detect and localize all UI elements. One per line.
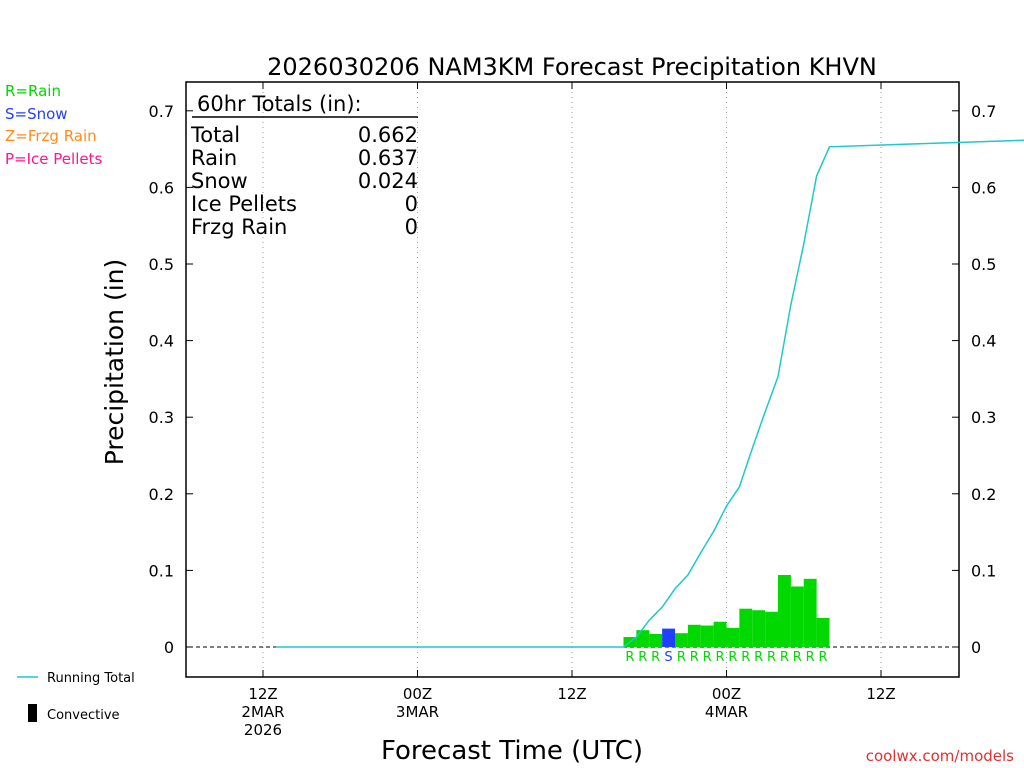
precip-type-legend: R=Rain S=Snow Z=Frzg Rain P=Ice Pellets bbox=[5, 82, 102, 168]
y-tick-label-right: 0.5 bbox=[971, 255, 996, 274]
y-axis-label: Precipitation (in) bbox=[100, 259, 129, 466]
precip-type-label: R bbox=[625, 650, 634, 665]
precip-type-label: R bbox=[690, 650, 699, 665]
precip-bar bbox=[803, 578, 817, 647]
totals-value-frzg-rain: 0 bbox=[405, 215, 418, 239]
precip-type-label: R bbox=[716, 650, 725, 665]
precip-type-label: R bbox=[728, 650, 737, 665]
precip-bar bbox=[700, 625, 714, 647]
y-tick-label-right: 0 bbox=[971, 638, 981, 657]
precip-type-label: S bbox=[664, 650, 672, 665]
precip-bar bbox=[726, 627, 740, 647]
legend-convective: Convective bbox=[47, 708, 120, 723]
y-tick-label-left: 0.1 bbox=[149, 561, 174, 580]
grid-layer bbox=[196, 82, 949, 677]
precip-type-label: R bbox=[754, 650, 763, 665]
precip-type-label: R bbox=[780, 650, 789, 665]
y-tick-label-right: 0.4 bbox=[971, 332, 996, 351]
precip-type-label: R bbox=[806, 650, 815, 665]
precip-bar bbox=[662, 628, 675, 647]
precip-bar bbox=[713, 621, 727, 647]
series-legend: Running Total Convective bbox=[17, 671, 135, 723]
totals-value-rain: 0.637 bbox=[358, 146, 418, 170]
precip-bar bbox=[765, 611, 778, 647]
x-tick-label: 4MAR bbox=[705, 703, 748, 721]
x-tick-label: 00Z bbox=[712, 685, 741, 703]
x-tick-label: 2026 bbox=[244, 721, 282, 739]
y-tick-label-left: 0.3 bbox=[149, 408, 174, 427]
totals-value-ice-pellets: 0 bbox=[405, 192, 418, 216]
y-tick-label-left: 0.4 bbox=[149, 332, 174, 351]
precip-bar bbox=[739, 608, 753, 647]
y-tick-label-left: 0.6 bbox=[149, 178, 174, 197]
y-axis-ticks: 0 00.1 0.10.2 0.20.3 0.30.4 0.40.5 0.50.6 0.60.… bbox=[149, 102, 997, 657]
totals-label-total: Total bbox=[190, 123, 240, 147]
precip-type-label: R bbox=[677, 650, 686, 665]
legend-rain: R=Rain bbox=[5, 82, 61, 100]
y-tick-label-right: 0.3 bbox=[971, 408, 996, 427]
running-total-layer bbox=[275, 139, 1024, 648]
precip-bars bbox=[623, 574, 830, 647]
legend-running-total: Running Total bbox=[47, 671, 135, 686]
legend-ice-pellets: P=Ice Pellets bbox=[5, 150, 102, 168]
x-tick-label: 3MAR bbox=[396, 703, 439, 721]
precip-type-label: R bbox=[651, 650, 660, 665]
x-tick-label: 12Z bbox=[557, 685, 586, 703]
y-tick-label-left: 0 bbox=[164, 638, 174, 657]
y-tick-label-left: 0.7 bbox=[149, 102, 174, 121]
y-tick-label-right: 0.1 bbox=[971, 561, 996, 580]
y-tick-label-right: 0.6 bbox=[971, 178, 996, 197]
y-tick-label-left: 0.2 bbox=[149, 485, 174, 504]
y-tick-label-left: 0.5 bbox=[149, 255, 174, 274]
x-tick-label: 12Z bbox=[248, 685, 277, 703]
totals-value-snow: 0.024 bbox=[358, 169, 418, 193]
convective-swatch bbox=[28, 704, 37, 722]
legend-snow: S=Snow bbox=[5, 105, 68, 123]
totals-box: 60hr Totals (in): Total 0.662 Rain 0.637… bbox=[190, 92, 418, 239]
precip-type-label: R bbox=[767, 650, 776, 665]
precip-bar bbox=[790, 586, 804, 647]
footer-credit: coolwx.com/models bbox=[866, 747, 1014, 765]
running-total-line bbox=[275, 139, 1024, 648]
totals-label-frzg-rain: Frzg Rain bbox=[191, 215, 287, 239]
precip-bar bbox=[649, 633, 663, 647]
precip-bar bbox=[816, 617, 830, 647]
x-axis-label: Forecast Time (UTC) bbox=[381, 736, 643, 766]
x-tick-label: 00Z bbox=[403, 685, 432, 703]
precip-type-label: R bbox=[793, 650, 802, 665]
totals-value-total: 0.662 bbox=[358, 123, 418, 147]
precip-type-label: R bbox=[741, 650, 750, 665]
precip-bar bbox=[752, 610, 766, 647]
precip-type-label: R bbox=[638, 650, 647, 665]
totals-label-ice-pellets: Ice Pellets bbox=[191, 192, 297, 216]
totals-label-rain: Rain bbox=[191, 146, 237, 170]
y-tick-label-right: 0.2 bbox=[971, 485, 996, 504]
precip-type-label: R bbox=[703, 650, 712, 665]
precip-bar bbox=[778, 574, 791, 647]
precip-bar bbox=[675, 633, 688, 647]
chart-title: 2026030206 NAM3KM Forecast Precipitation… bbox=[267, 53, 877, 81]
precip-type-label: R bbox=[819, 650, 828, 665]
totals-header: 60hr Totals (in): bbox=[197, 92, 362, 116]
y-tick-label-right: 0.7 bbox=[971, 102, 996, 121]
x-tick-label: 12Z bbox=[866, 685, 895, 703]
legend-frzg-rain: Z=Frzg Rain bbox=[5, 127, 97, 145]
x-tick-label: 2MAR bbox=[241, 703, 284, 721]
totals-label-snow: Snow bbox=[191, 169, 248, 193]
precip-bar bbox=[687, 624, 701, 647]
precip-bar bbox=[636, 630, 650, 647]
